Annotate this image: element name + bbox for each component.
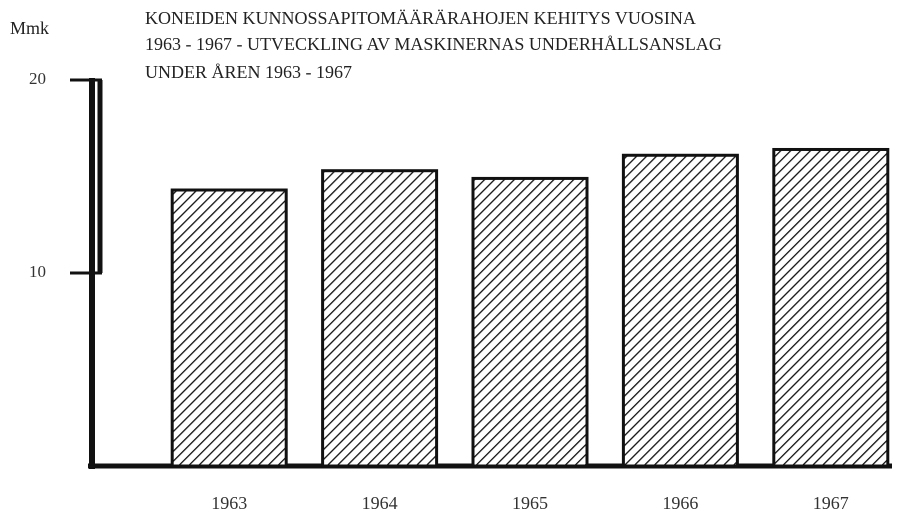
bar xyxy=(170,188,288,468)
x-tick-label: 1964 xyxy=(362,493,398,513)
x-tick-label: 1966 xyxy=(662,493,698,513)
bar xyxy=(471,176,589,468)
x-tick-label: 1963 xyxy=(211,493,247,513)
y-tick-label: 20 xyxy=(29,69,46,88)
x-tick-label: 1967 xyxy=(813,493,849,513)
chart-title: KONEIDEN KUNNOSSAPITOMÄÄRÄRAHOJEN KEHITY… xyxy=(145,8,696,28)
x-tick-label: 1965 xyxy=(512,493,548,513)
y-tick-label: 10 xyxy=(29,262,46,281)
bar xyxy=(772,147,890,468)
chart-title: 1963 - 1967 - UTVECKLING AV MASKINERNAS … xyxy=(145,34,722,54)
y-axis-label: Mmk xyxy=(10,18,49,38)
chart-title: UNDER ÅREN 1963 - 1967 xyxy=(145,62,352,82)
bar xyxy=(321,169,439,468)
bar xyxy=(621,153,739,468)
